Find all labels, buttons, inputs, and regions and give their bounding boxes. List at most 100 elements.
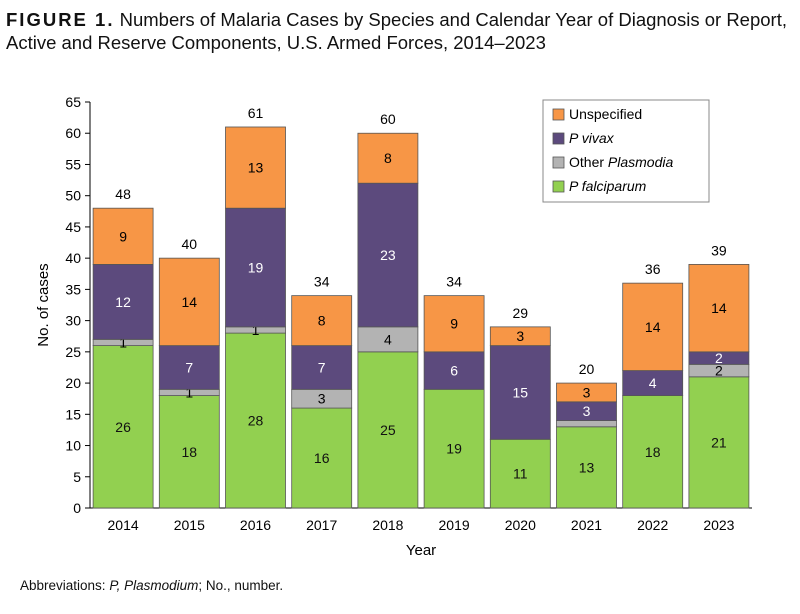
bar-segment-falciparum <box>92 345 154 509</box>
legend-label-unspecified: Unspecified <box>569 106 642 122</box>
y-axis-label: No. of cases <box>35 263 52 346</box>
bar-segment-label-falciparum: 16 <box>314 450 330 466</box>
bar-segment-label-unspecified: 13 <box>248 160 264 176</box>
y-tick-label: 50 <box>65 188 81 204</box>
y-tick-label: 0 <box>73 500 81 516</box>
bar-segment-label-vivax: 15 <box>513 384 529 400</box>
footnote-def-plasmodium: Plasmodium <box>120 578 199 593</box>
bar-segment-label-vivax: 2 <box>715 350 723 366</box>
legend-swatch-falciparum <box>552 180 565 193</box>
bar-total-label: 61 <box>248 105 264 121</box>
bar-segment-unspecified <box>489 326 551 347</box>
bar-segment-label-other: 4 <box>384 331 392 347</box>
bar-segment-label-unspecified: 3 <box>516 328 524 344</box>
bar-segment-label-falciparum: 21 <box>711 434 727 450</box>
x-tick-label: 2015 <box>174 517 205 533</box>
x-tick-label: 2016 <box>240 517 271 533</box>
y-tick-label: 15 <box>65 406 81 422</box>
x-tick-label: 2023 <box>703 517 734 533</box>
y-tick-label: 65 <box>65 94 81 110</box>
figure-title-text: Numbers of Malaria Cases by Species and … <box>6 9 787 53</box>
x-axis-label: Year <box>406 542 436 559</box>
figure-label: FIGURE 1. <box>6 9 115 30</box>
y-tick-label: 40 <box>65 250 81 266</box>
bar-segment-label-unspecified: 9 <box>450 316 458 332</box>
bar-segment-label-falciparum: 18 <box>182 444 198 460</box>
bar-segment-unspecified <box>291 295 353 346</box>
bar-segment-label-falciparum: 25 <box>380 422 396 438</box>
footnote-rest: ; No., number. <box>198 578 284 593</box>
y-tick-label: 55 <box>65 156 81 172</box>
bar-segment-label-vivax: 6 <box>450 363 458 379</box>
bar-total-label: 60 <box>380 111 396 127</box>
bar-segment-label-vivax: 4 <box>649 375 657 391</box>
x-tick-label: 2014 <box>108 517 139 533</box>
bar-total-label: 29 <box>513 305 529 321</box>
bar-total-label: 20 <box>579 361 595 377</box>
bar-segment-label-unspecified: 3 <box>583 384 591 400</box>
bar-segment-vivax <box>291 345 353 390</box>
bar-segment-label-vivax: 3 <box>583 403 591 419</box>
bar-segment-falciparum <box>622 395 684 509</box>
bar-segment-vivax <box>423 351 485 390</box>
bar-segment-label-falciparum: 11 <box>513 466 528 482</box>
footnote-abbr-p: P, <box>109 578 121 593</box>
bar-segment-label-falciparum: 26 <box>115 419 131 435</box>
bar-segment-label-unspecified: 8 <box>384 150 392 166</box>
footnote-prefix: Abbreviations: <box>20 578 110 593</box>
bar-segment-vivax <box>158 345 220 390</box>
bar-segment-label-vivax: 23 <box>380 247 396 263</box>
bar-segment-unspecified <box>158 257 220 346</box>
bar-segment-falciparum <box>291 407 353 509</box>
x-tick-label: 2017 <box>306 517 337 533</box>
bar-segment-vivax <box>92 263 154 340</box>
figure-title: FIGURE 1. Numbers of Malaria Cases by Sp… <box>6 8 796 54</box>
bar-segment-falciparum <box>225 332 286 509</box>
bar-segment-label-unspecified: 14 <box>182 294 198 310</box>
legend-swatch-vivax <box>552 132 565 145</box>
bar-segment-label-unspecified: 14 <box>711 300 727 316</box>
bar-segment-label-vivax: 7 <box>318 359 326 375</box>
y-tick-label: 60 <box>65 125 81 141</box>
x-tick-label: 2018 <box>372 517 403 533</box>
x-tick-label: 2019 <box>439 517 470 533</box>
bar-segment-other <box>357 326 419 353</box>
bar-segment-label-falciparum: 13 <box>579 459 595 475</box>
bar-total-label: 34 <box>446 274 462 290</box>
x-tick-label: 2020 <box>505 517 536 533</box>
y-tick-label: 25 <box>65 344 81 360</box>
footnote: Abbreviations: P, Plasmodium; No., numbe… <box>20 578 283 593</box>
bar-segment-label-other: 3 <box>318 391 326 407</box>
bar-total-label: 40 <box>182 236 198 252</box>
x-tick-label: 2021 <box>571 517 602 533</box>
bar-segment-unspecified <box>622 282 684 371</box>
bar-segment-label-other: 2 <box>715 363 723 379</box>
x-tick-label: 2022 <box>637 517 668 533</box>
bar-segment-label-vivax: 12 <box>115 294 131 310</box>
bar-total-label: 48 <box>115 186 131 202</box>
legend-label-vivax: P vivax <box>569 130 615 146</box>
bar-segment-label-vivax: 7 <box>185 359 193 375</box>
bar-segment-label-unspecified: 14 <box>645 319 661 335</box>
bar-segment-vivax <box>357 182 419 328</box>
y-tick-label: 10 <box>65 438 81 454</box>
y-tick-label: 45 <box>65 219 81 235</box>
bar-segment-falciparum <box>158 395 220 509</box>
bar-total-label: 34 <box>314 274 330 290</box>
bar-segment-falciparum <box>489 438 551 509</box>
bar-segment-unspecified <box>92 207 154 265</box>
bar-segment-label-falciparum: 19 <box>446 441 462 457</box>
bar-segment-label-other: 1 <box>119 334 127 350</box>
bar-segment-unspecified <box>225 126 286 209</box>
legend-box <box>542 99 710 203</box>
bar-segment-falciparum <box>357 351 419 509</box>
bar-segment-other <box>556 420 617 428</box>
bar-segment-falciparum <box>556 426 617 509</box>
bar-segment-unspecified <box>357 132 419 184</box>
bar-segment-label-vivax: 19 <box>248 260 264 276</box>
bar-segment-label-other: 1 <box>185 384 193 400</box>
bar-segment-vivax <box>225 207 286 328</box>
y-tick-label: 30 <box>65 313 81 329</box>
bar-total-label: 39 <box>711 242 727 258</box>
